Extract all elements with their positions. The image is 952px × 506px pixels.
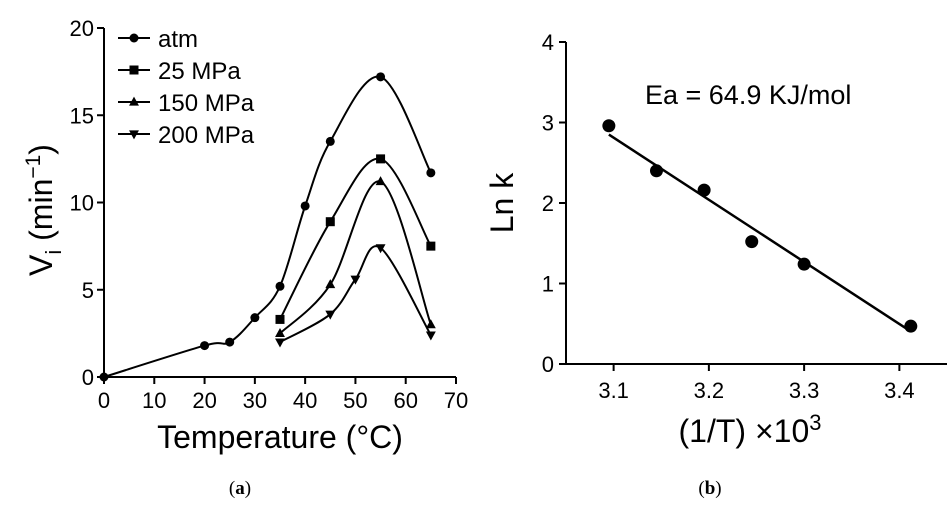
activation-energy-annotation: Ea = 64.9 KJ/mol xyxy=(645,80,851,110)
panel-b-x-tick-label: 3.1 xyxy=(598,378,629,403)
panel-a-point-circle xyxy=(275,281,285,291)
panel-a-x-tick-label: 50 xyxy=(343,388,367,413)
panel-b-ticks: 3.1 3.2 3.3 3.4 0 1 2 3 4 xyxy=(542,30,915,403)
panel-a-point-triangle-down xyxy=(350,275,361,285)
panel-b-x-tick-label: 3.3 xyxy=(789,378,820,403)
panel-a-point-circle xyxy=(325,136,335,146)
panel-b-x-tick-label: 3.2 xyxy=(694,378,725,403)
panel-a-x-tick-label: 0 xyxy=(98,388,110,413)
legend-marker-triangle-up xyxy=(129,96,139,106)
panel-a-x-tick-label: 40 xyxy=(293,388,317,413)
panel-a-x-tick-label: 30 xyxy=(243,388,267,413)
panel-a-point-triangle-down xyxy=(275,338,285,348)
panel-a-x-tick-label: 10 xyxy=(142,388,166,413)
panel-a-x-tick-label: 20 xyxy=(192,388,216,413)
panel-b-point xyxy=(602,119,616,133)
panel-a-markers xyxy=(99,72,436,382)
panel-a-axes xyxy=(103,28,456,378)
panel-b-point xyxy=(649,164,663,178)
panel-a-chart: 0 10 20 30 40 50 60 70 0 5 10 15 20 atm 25 MPa 150 MPa… xyxy=(22,16,468,499)
panel-a-point-triangle-up xyxy=(425,319,436,329)
panel-a-y-tick-label: 0 xyxy=(82,365,94,390)
panel-a-x-tick-label: 70 xyxy=(444,388,468,413)
panel-a-y-tick-label: 15 xyxy=(70,103,94,128)
panel-a-y-label: Vi (min−1) xyxy=(22,144,66,276)
panel-b-y-tick-label: 2 xyxy=(542,191,554,216)
panel-a-point-triangle-up xyxy=(375,176,386,186)
panel-a-ticks: 0 10 20 30 40 50 60 70 0 5 10 15 20 xyxy=(70,16,469,413)
panel-b-y-tick-label: 1 xyxy=(542,272,554,297)
panel-a-y-tick-label: 20 xyxy=(70,16,94,41)
panel-a-point-circle xyxy=(426,168,436,178)
panel-a-point-triangle-down xyxy=(425,331,436,341)
panel-a-point-triangle-down xyxy=(375,244,386,254)
panel-b-label: (b) xyxy=(698,478,721,499)
panel-a-curves xyxy=(103,75,432,378)
panel-b-y-tick-label: 0 xyxy=(542,352,554,377)
panel-a-point-circle xyxy=(300,201,310,211)
panel-a-point-square xyxy=(426,241,436,251)
panel-a-y-tick-label: 5 xyxy=(82,278,94,303)
panel-a-point-circle xyxy=(200,341,210,351)
legend-label: 200 MPa xyxy=(158,122,255,149)
panel-b-y-tick-label: 4 xyxy=(542,30,554,55)
panel-a-legend: atm 25 MPa 150 MPa 200 MPa xyxy=(118,26,255,149)
panel-a-point-circle xyxy=(250,313,260,323)
panel-a-curve-circle xyxy=(103,75,432,378)
panel-b-y-label: Ln k xyxy=(484,172,520,233)
legend-marker-triangle-down xyxy=(129,130,139,140)
panel-a-curve-triangle-up xyxy=(279,180,432,335)
panel-a-point-triangle-up xyxy=(325,279,336,289)
panel-a-point-square xyxy=(376,154,386,164)
panel-a-point-circle xyxy=(376,72,386,82)
panel-a-label: (a) xyxy=(229,478,251,499)
legend-marker-circle xyxy=(129,33,139,43)
panel-b-fit xyxy=(608,133,910,332)
panel-b-y-tick-label: 3 xyxy=(542,111,554,136)
panel-a-x-label: Temperature (°C) xyxy=(157,419,403,455)
panel-a-x-tick-label: 60 xyxy=(393,388,417,413)
panel-a-point-square xyxy=(325,217,335,227)
panel-a-point-circle xyxy=(225,337,235,347)
panel-a-curve-triangle-down xyxy=(279,245,432,343)
panel-a-y-tick-label: 10 xyxy=(70,191,94,216)
panel-b-x-tick-label: 3.4 xyxy=(884,378,915,403)
legend-label: 150 MPa xyxy=(158,90,255,117)
panel-a-point-origin xyxy=(99,372,109,382)
panel-b-point xyxy=(797,257,811,271)
panel-b-x-label: (1/T) ×103 xyxy=(679,410,822,449)
panel-b-point xyxy=(904,319,918,333)
panel-b-point xyxy=(697,183,711,197)
panel-a-curve-square xyxy=(279,157,432,320)
panel-b-point xyxy=(745,235,759,249)
panel-b-fit-line xyxy=(608,133,910,332)
panel-a-point-square xyxy=(275,314,285,324)
panel-b-chart: 3.1 3.2 3.3 3.4 0 1 2 3 4 Ea = 64.9 KJ/mol (1/T)… xyxy=(484,30,947,499)
legend-label: 25 MPa xyxy=(158,58,241,85)
legend-marker-square xyxy=(129,65,139,75)
panel-a-point-triangle-up xyxy=(275,327,285,337)
panel-a-point-triangle-down xyxy=(325,310,336,320)
legend-label: atm xyxy=(158,26,198,53)
panel-b-markers xyxy=(602,119,918,333)
